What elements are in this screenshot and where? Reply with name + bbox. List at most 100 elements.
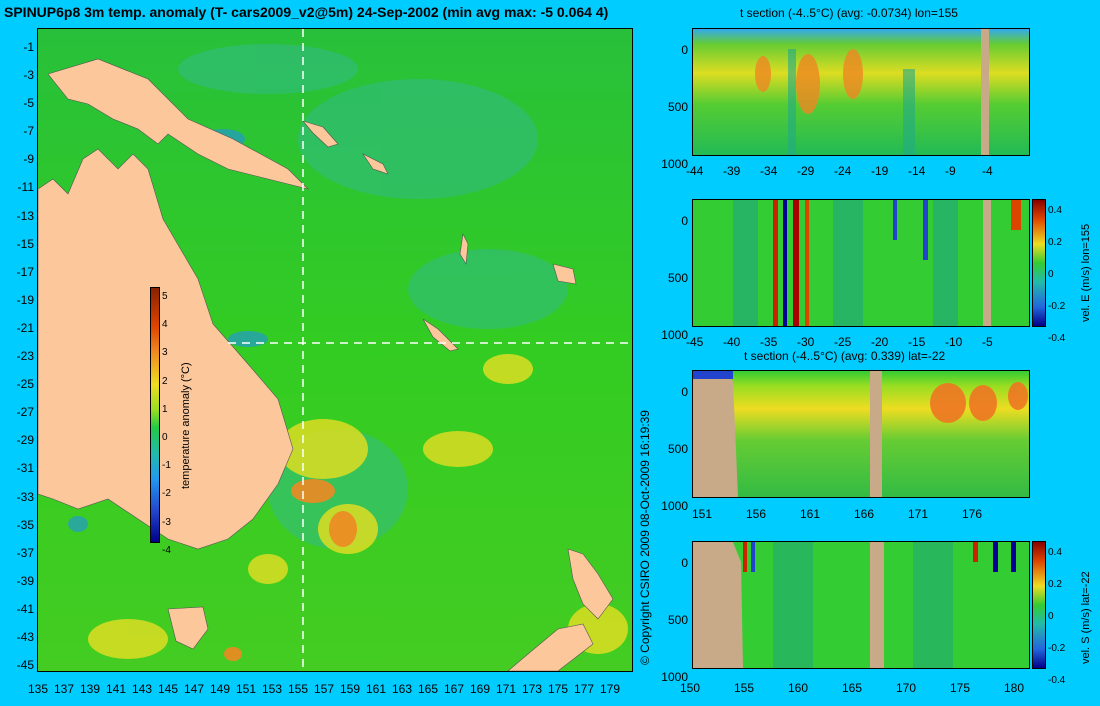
lon-tick: 163 [392, 682, 413, 696]
lon-tick: 151 [236, 682, 257, 696]
cb-tick: 5 [162, 291, 168, 302]
panel2-colorbar [1032, 199, 1046, 327]
lon-tick: 179 [600, 682, 621, 696]
x-tick: 175 [950, 681, 971, 695]
cb-tick: -0.2 [1048, 643, 1066, 654]
panel2-x-ticks: -45 -40 -35 -30 -25 -20 -15 -10 -5 [686, 335, 1019, 349]
y-tick: 1000 [661, 157, 688, 171]
x-tick: 170 [896, 681, 917, 695]
panel4-canvas [693, 542, 1029, 668]
cb-tick: 0 [1048, 611, 1054, 622]
x-tick: 176 [962, 507, 983, 521]
map-colorbar-label: temperature anomaly (°C) [180, 362, 192, 489]
lon-tick: 173 [522, 682, 543, 696]
lat-tick: -5 [23, 96, 34, 111]
y-tick: 500 [667, 271, 688, 285]
land-masses [38, 58, 614, 671]
section-land [693, 371, 738, 497]
lat-tick: -29 [16, 433, 34, 448]
x-tick: 156 [746, 507, 767, 521]
cb-tick: 0.4 [1048, 547, 1062, 558]
y-tick: 1000 [661, 328, 688, 342]
x-tick: -45 [686, 335, 704, 349]
x-tick: -20 [871, 335, 889, 349]
x-tick: -39 [723, 164, 741, 178]
section-land [983, 200, 991, 326]
copyright-text: © Copyright CSIRO 2009 08-Oct-2009 16:19… [638, 410, 652, 665]
cb-tick: -0.2 [1048, 301, 1066, 312]
x-tick: -19 [871, 164, 889, 178]
lon-tick: 159 [340, 682, 361, 696]
y-tick: 0 [681, 43, 688, 57]
lat-tick: -37 [16, 545, 34, 560]
lon-tick: 177 [574, 682, 595, 696]
panel3-canvas [693, 371, 1029, 497]
lon-tick: 147 [184, 682, 205, 696]
lon-tick: 149 [210, 682, 231, 696]
y-tick: 500 [667, 442, 688, 456]
lon-tick: 171 [496, 682, 517, 696]
lat-tick: -13 [16, 208, 34, 223]
lat-tick: -45 [16, 658, 34, 673]
map-lon-ticks: 135 137 139 141 143 145 147 149 151 153 … [28, 682, 626, 696]
lon-tick: 157 [314, 682, 335, 696]
lon-tick: 141 [106, 682, 127, 696]
lon-tick: 167 [444, 682, 465, 696]
cb-tick: -4 [162, 544, 171, 556]
x-tick: 180 [1004, 681, 1025, 695]
lon-tick: 169 [470, 682, 491, 696]
map-canvas [38, 29, 632, 671]
panel2-colorbar-ticks: 0.4 0.2 0 -0.2 -0.4 [1048, 195, 1065, 355]
panel2-colorbar-label: vel. E (m/s) lon=155 [1080, 223, 1092, 322]
lat-tick: -33 [16, 489, 34, 504]
lat-tick: -11 [17, 180, 34, 195]
cb-tick: 1 [162, 403, 168, 415]
map-lat-ticks: -1 -3 -5 -7 -9 -11 -13 -15 -17 -19 -21 -… [8, 33, 34, 679]
lat-tick: -39 [16, 573, 34, 588]
lon-tick: 145 [158, 682, 179, 696]
x-tick: -10 [945, 335, 963, 349]
panel3-t-section-lat [692, 370, 1030, 498]
lat-tick: -23 [16, 349, 34, 364]
panel2-y-ticks: 0 500 1000 [660, 193, 688, 364]
x-tick: -15 [908, 335, 926, 349]
y-tick: 0 [681, 214, 688, 228]
x-tick: 165 [842, 681, 863, 695]
y-tick: 0 [681, 556, 688, 570]
cb-tick: 0 [1048, 269, 1054, 280]
lon-tick: 155 [288, 682, 309, 696]
panel1-title: t section (-4..5°C) (avg: -0.0734) lon=1… [740, 6, 958, 20]
x-tick: -35 [760, 335, 778, 349]
section-land [870, 542, 884, 668]
panel4-colorbar [1032, 541, 1046, 669]
x-tick: 151 [692, 507, 713, 521]
cb-tick: -1 [162, 460, 171, 472]
lat-tick: -7 [23, 124, 34, 139]
lon-tick: 175 [548, 682, 569, 696]
x-tick: 166 [854, 507, 875, 521]
panel1-y-ticks: 0 500 1000 [660, 22, 688, 193]
lon-tick: 139 [80, 682, 101, 696]
panel1-t-section-lon [692, 28, 1030, 156]
y-tick: 500 [667, 613, 688, 627]
x-tick: 160 [788, 681, 809, 695]
lon-tick: 161 [366, 682, 387, 696]
x-tick: -5 [982, 335, 993, 349]
x-tick: -34 [760, 164, 778, 178]
y-tick: 1000 [661, 499, 688, 513]
cb-tick: 0.2 [1048, 579, 1062, 590]
lon-tick: 153 [262, 682, 283, 696]
lat-tick: -27 [16, 405, 34, 420]
panel4-y-ticks: 0 500 1000 [660, 535, 688, 706]
cb-tick: -0.4 [1048, 333, 1066, 344]
map-colorbar [150, 287, 160, 543]
x-tick: -14 [908, 164, 926, 178]
cb-tick: 4 [162, 319, 168, 331]
section-land [981, 29, 989, 155]
x-tick: 155 [734, 681, 755, 695]
lat-tick: -25 [16, 377, 34, 392]
panel3-y-ticks: 0 500 1000 [660, 364, 688, 535]
x-tick: -30 [797, 335, 815, 349]
lat-tick: -1 [23, 40, 34, 54]
lat-tick: -21 [16, 320, 34, 335]
